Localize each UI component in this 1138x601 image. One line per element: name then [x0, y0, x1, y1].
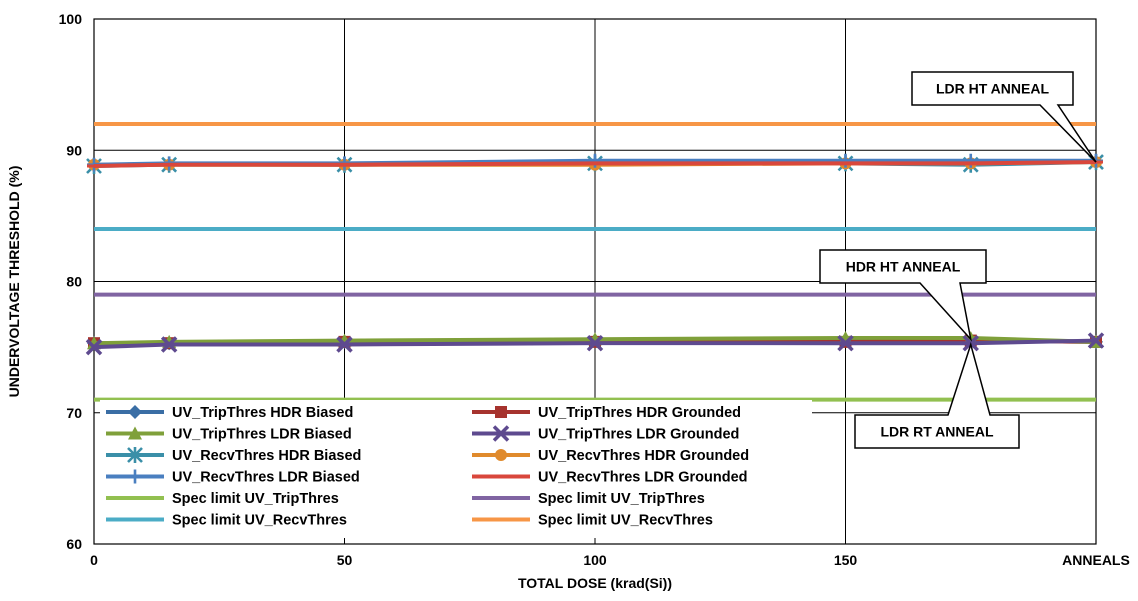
data-point: [963, 153, 978, 168]
data-point: [128, 426, 142, 440]
data-point: [492, 425, 510, 442]
callout-box: [819, 249, 987, 342]
legend-label: UV_RecvThres HDR Grounded: [538, 448, 749, 464]
callout-0: LDR HT ANNEAL: [911, 71, 1097, 163]
data-point: [128, 405, 142, 419]
data-point: [85, 338, 103, 356]
data-point: [128, 469, 142, 484]
data-point: [127, 447, 143, 463]
legend-background: [100, 400, 812, 538]
data-point: [1087, 332, 1105, 349]
legend-item: Spec limit UV_TripThres: [472, 491, 705, 507]
legend-item: UV_RecvThres LDR Grounded: [472, 470, 748, 486]
callout-label: LDR RT ANNEAL: [880, 424, 993, 440]
legend-label: UV_RecvThres LDR Grounded: [538, 470, 748, 486]
data-point: [837, 334, 854, 352]
legend-item: Spec limit UV_RecvThres: [106, 513, 347, 529]
legend-item: UV_RecvThres HDR Biased: [106, 447, 361, 464]
legend-label: Spec limit UV_RecvThres: [538, 513, 713, 529]
series-7: [87, 160, 1103, 168]
legend-item: Spec limit UV_RecvThres: [472, 513, 713, 529]
legend-item: Spec limit UV_TripThres: [106, 491, 339, 507]
y-tick-label: 90: [66, 142, 82, 158]
callout-1: HDR HT ANNEAL: [819, 249, 987, 342]
x-tick-label: ANNEALS: [1062, 552, 1130, 568]
callout-label: HDR HT ANNEAL: [846, 259, 961, 275]
legend-label: UV_RecvThres LDR Biased: [172, 470, 360, 486]
y-tick-label: 100: [59, 11, 83, 27]
x-tick-label: 150: [834, 552, 858, 568]
data-point: [588, 153, 602, 168]
y-tick-label: 80: [66, 274, 82, 290]
x-tick-label: 0: [90, 552, 98, 568]
callout-box: [854, 341, 1020, 449]
data-point: [586, 334, 604, 352]
x-axis-ticks: 0 50 100 150 ANNEALS: [90, 552, 1130, 568]
data-point: [838, 153, 853, 168]
data-point: [160, 336, 178, 353]
legend-label: UV_RecvThres HDR Biased: [172, 448, 361, 464]
y-axis-ticks: 60 70 80 90 100: [59, 11, 83, 552]
x-axis-title: TOTAL DOSE (krad(Si)): [518, 575, 672, 591]
data-point: [495, 449, 507, 461]
legend-item: UV_TripThres HDR Grounded: [472, 405, 741, 421]
legend-label: Spec limit UV_TripThres: [538, 491, 705, 507]
legend-item: UV_RecvThres HDR Grounded: [472, 448, 749, 464]
annotations: LDR HT ANNEAL HDR HT ANNEAL LDR RT ANNEAL: [819, 71, 1097, 449]
legend-item: UV_TripThres LDR Biased: [106, 426, 352, 443]
legend-label: UV_TripThres LDR Grounded: [538, 427, 739, 443]
legend-item: UV_TripThres LDR Grounded: [472, 425, 739, 443]
x-tick-label: 50: [337, 552, 353, 568]
data-point: [336, 336, 353, 353]
y-axis-title: UNDERVOLTAGE THRESHOLD (%): [6, 166, 22, 398]
legend-label: UV_TripThres HDR Biased: [172, 405, 353, 421]
plot-frame: [93, 18, 1097, 545]
legend-item: UV_TripThres HDR Biased: [106, 405, 353, 421]
data-point: [495, 406, 507, 418]
legend-label: Spec limit UV_TripThres: [172, 491, 339, 507]
legend-label: UV_TripThres LDR Biased: [172, 427, 352, 443]
y-tick-label: 60: [66, 536, 82, 552]
legend-item: UV_RecvThres LDR Biased: [106, 469, 360, 486]
callout-2: LDR RT ANNEAL: [854, 341, 1020, 449]
x-tick-label: 100: [583, 552, 607, 568]
y-tick-label: 70: [66, 405, 82, 421]
legend-label: UV_TripThres HDR Grounded: [538, 405, 741, 421]
callout-label: LDR HT ANNEAL: [936, 81, 1049, 97]
legend-label: Spec limit UV_RecvThres: [172, 513, 347, 529]
legend: UV_TripThres HDR Biased UV_TripThres HDR …: [100, 400, 812, 538]
callout-box: [911, 71, 1097, 163]
